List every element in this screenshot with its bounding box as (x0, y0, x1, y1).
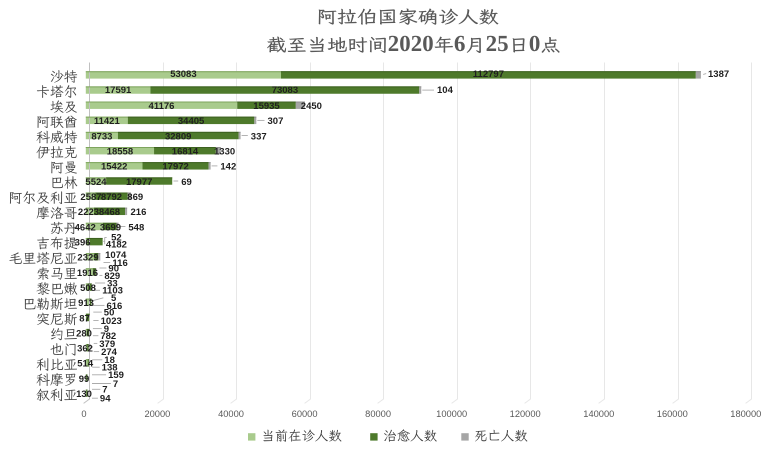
svg-text:20000: 20000 (144, 409, 170, 419)
svg-text:514: 514 (77, 359, 94, 370)
svg-text:2450: 2450 (301, 101, 322, 112)
svg-text:112797: 112797 (473, 69, 504, 80)
svg-text:7: 7 (113, 379, 118, 390)
svg-text:53083: 53083 (170, 69, 196, 80)
svg-text:2329: 2329 (77, 253, 98, 264)
svg-text:87: 87 (79, 313, 90, 324)
svg-text:69: 69 (181, 177, 192, 188)
svg-text:34405: 34405 (178, 116, 205, 127)
svg-text:8468: 8468 (99, 207, 120, 218)
svg-text:40000: 40000 (218, 409, 244, 419)
svg-text:104: 104 (437, 85, 454, 96)
svg-text:17977: 17977 (126, 177, 152, 188)
svg-text:160000: 160000 (657, 409, 688, 419)
svg-text:508: 508 (80, 283, 96, 294)
svg-text:180000: 180000 (730, 409, 761, 419)
svg-text:99: 99 (79, 374, 90, 385)
svg-text:1916: 1916 (77, 268, 98, 279)
svg-text:32809: 32809 (165, 131, 191, 142)
svg-text:1330: 1330 (214, 147, 235, 158)
svg-text:60000: 60000 (292, 409, 318, 419)
svg-text:142: 142 (220, 162, 236, 173)
svg-text:17972: 17972 (162, 162, 188, 173)
svg-text:1387: 1387 (708, 69, 729, 80)
svg-text:120000: 120000 (510, 409, 541, 419)
svg-text:2223: 2223 (78, 207, 99, 218)
svg-text:869: 869 (127, 192, 143, 203)
svg-text:17591: 17591 (105, 85, 132, 96)
svg-text:216: 216 (131, 207, 147, 218)
svg-text:8792: 8792 (101, 192, 122, 203)
svg-text:337: 337 (251, 131, 267, 142)
svg-text:307: 307 (268, 116, 284, 127)
svg-text:5524: 5524 (85, 177, 107, 188)
svg-text:4642: 4642 (75, 222, 96, 233)
svg-text:8733: 8733 (91, 131, 112, 142)
svg-text:16814: 16814 (172, 147, 199, 158)
svg-text:100000: 100000 (436, 409, 467, 419)
svg-text:140000: 140000 (583, 409, 614, 419)
svg-text:94: 94 (100, 394, 111, 405)
svg-text:15422: 15422 (101, 162, 127, 173)
svg-text:73083: 73083 (272, 85, 298, 96)
svg-text:15935: 15935 (253, 101, 280, 112)
svg-text:913: 913 (78, 298, 94, 309)
svg-text:41176: 41176 (149, 101, 175, 112)
svg-text:548: 548 (128, 222, 144, 233)
svg-text:130: 130 (76, 389, 92, 400)
svg-text:18558: 18558 (107, 147, 133, 158)
svg-text:11421: 11421 (94, 116, 121, 127)
svg-text:2587: 2587 (80, 192, 101, 203)
svg-text:0: 0 (81, 409, 86, 419)
svg-text:280: 280 (76, 328, 92, 339)
svg-text:396: 396 (75, 238, 91, 249)
svg-text:362: 362 (77, 344, 93, 355)
svg-text:80000: 80000 (365, 409, 391, 419)
